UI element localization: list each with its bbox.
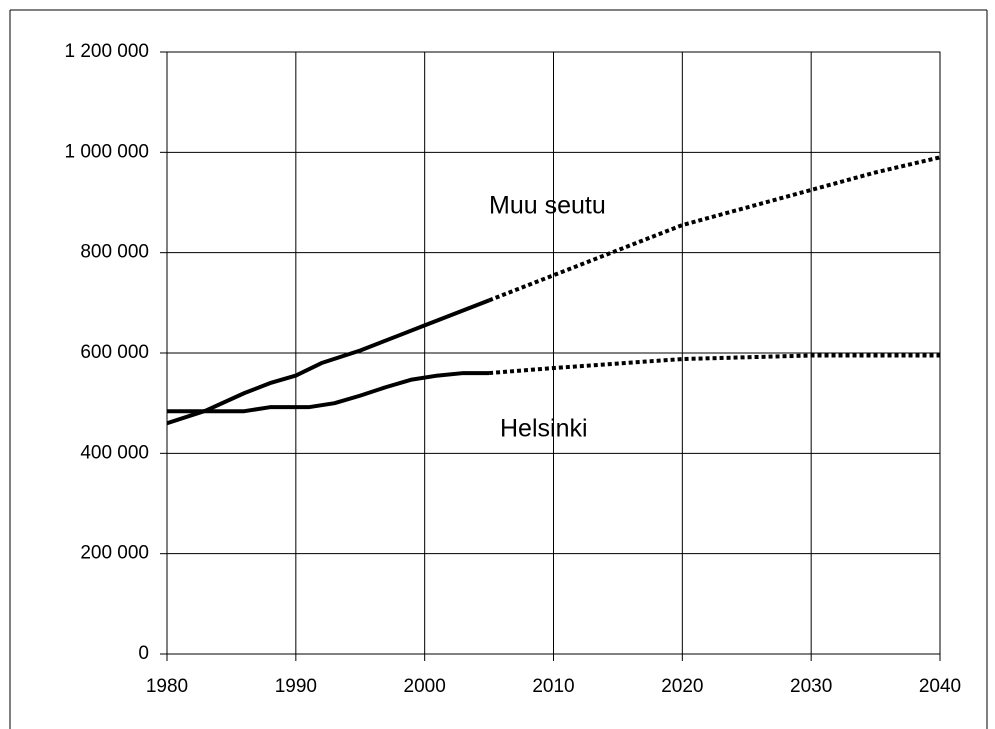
x-tick-label: 2040 <box>919 676 961 697</box>
x-tick-label: 1990 <box>275 676 317 697</box>
x-tick-label: 1980 <box>146 676 188 697</box>
x-tick-label: 2000 <box>404 676 446 697</box>
series-label: Muu seutu <box>489 192 606 220</box>
y-tick-label: 600 000 <box>80 342 149 363</box>
y-tick-label: 1 200 000 <box>64 41 149 62</box>
series-label: Helsinki <box>500 415 588 443</box>
y-tick-label: 800 000 <box>80 242 149 263</box>
plot-border <box>166 51 941 655</box>
y-tick-label: 0 <box>138 643 149 664</box>
x-tick-label: 2010 <box>532 676 574 697</box>
data-line <box>166 298 490 426</box>
y-tick-label: 400 000 <box>80 442 149 463</box>
data-line <box>167 371 490 414</box>
x-tick-label: 2030 <box>790 676 832 697</box>
y-tick-label: 200 000 <box>80 543 149 564</box>
x-tick-label: 2020 <box>661 676 703 697</box>
y-tick-label: 1 000 000 <box>64 141 149 162</box>
projection-line <box>488 353 940 376</box>
projection-line <box>488 155 941 303</box>
